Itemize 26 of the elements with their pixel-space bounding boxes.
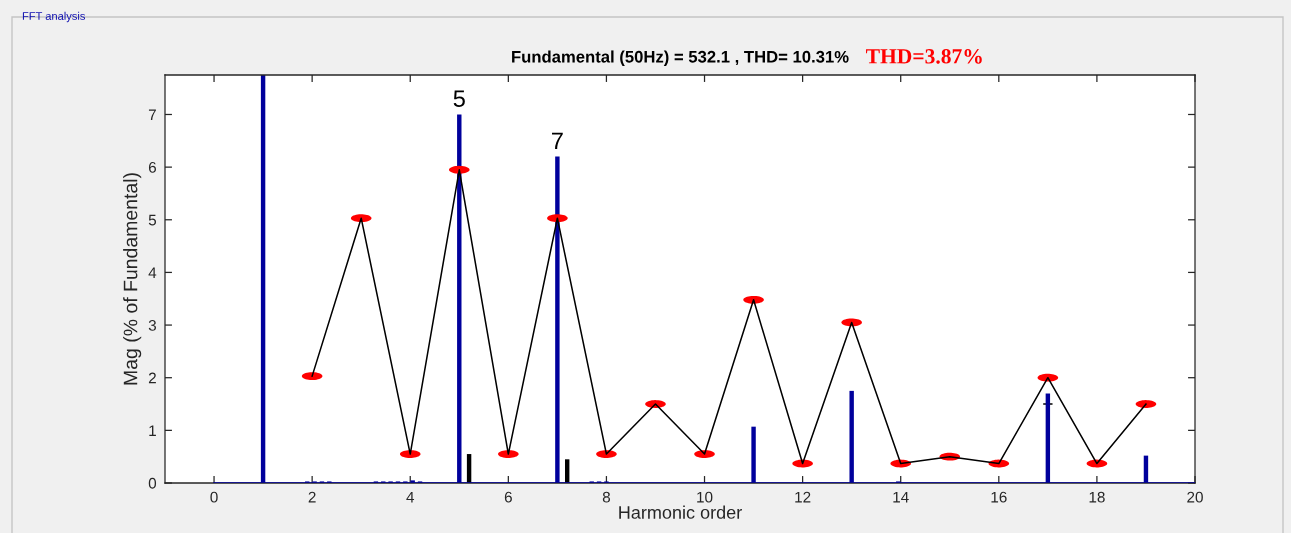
x-tick-label: 18 — [1089, 491, 1105, 503]
chart-title: Fundamental (50Hz) = 532.1 , THD= 10.31% — [512, 50, 849, 66]
y-tick-label: 5 — [148, 214, 157, 226]
x-tick-label: 20 — [1187, 491, 1203, 503]
x-tick-label: 14 — [893, 491, 909, 503]
annotation: 5 — [453, 90, 465, 108]
x-axis-title: Harmonic order — [619, 505, 742, 519]
x-tick-label: 4 — [406, 491, 415, 503]
y-tick-label: 2 — [148, 372, 156, 384]
y-tick-label: 7 — [148, 109, 156, 121]
y-axis-title: Mag (% of Fundamental) — [123, 173, 142, 385]
x-tick-label: 10 — [697, 491, 713, 503]
x-tick-label: 12 — [795, 491, 811, 503]
text: FFT analysis — [22, 11, 85, 23]
x-tick-label: 8 — [602, 491, 611, 503]
y-tick-label: 6 — [148, 162, 156, 173]
x-tick-label: 0 — [210, 491, 218, 503]
x-tick-label: 16 — [991, 491, 1007, 503]
x-tick-label: 6 — [504, 491, 512, 503]
y-tick-label: 3 — [148, 319, 156, 331]
y-tick-label: 1 — [149, 425, 156, 436]
y-tick-label: 4 — [148, 267, 157, 278]
annotation: 7 — [552, 132, 563, 149]
x-tick-label: 2 — [308, 491, 316, 503]
text: THD=3.87% — [866, 49, 982, 64]
y-tick-label: 0 — [148, 477, 157, 489]
